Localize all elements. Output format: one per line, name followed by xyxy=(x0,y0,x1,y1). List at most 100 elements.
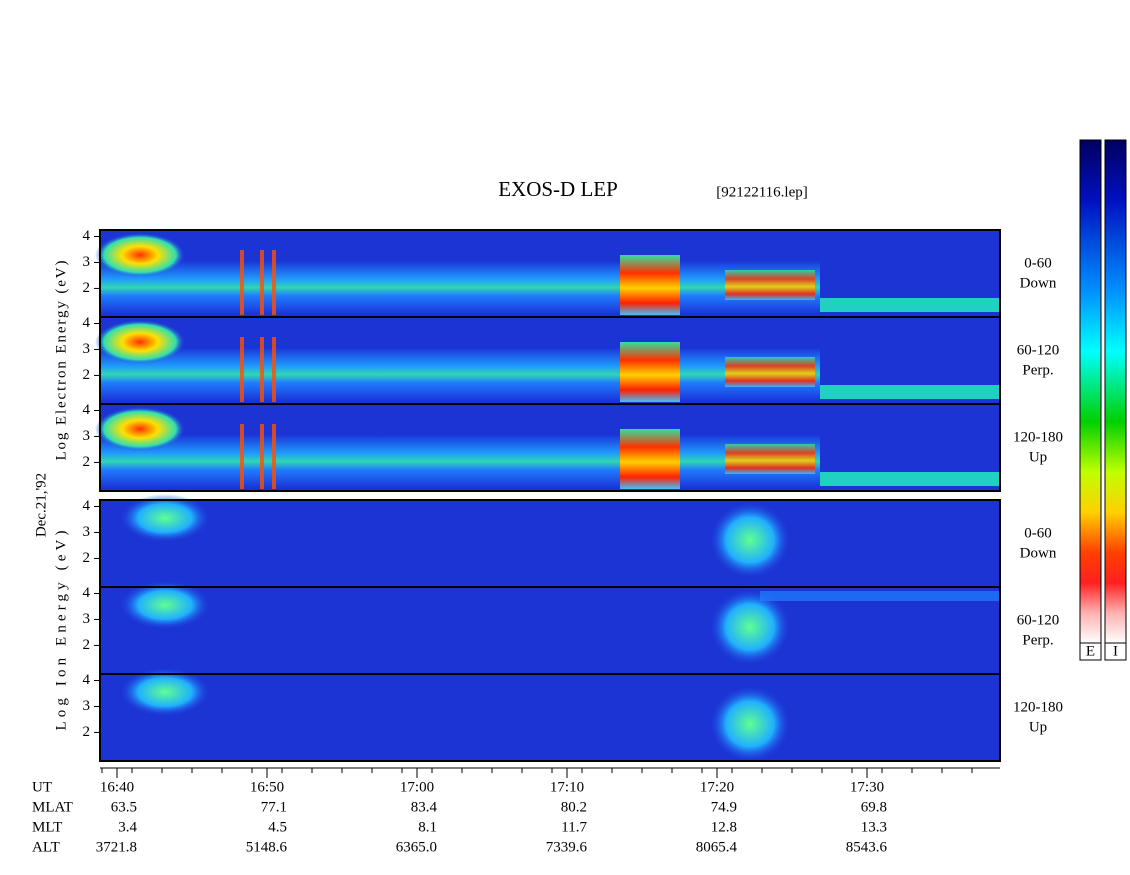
direction-label: Perp. xyxy=(1022,362,1053,378)
spectrogram-streak xyxy=(260,250,264,315)
table-cell: 80.2 xyxy=(561,799,587,815)
x-tick-label: 16:50 xyxy=(250,779,284,795)
table-cell: 8.1 xyxy=(418,819,437,835)
row-label: MLT xyxy=(32,819,62,835)
spectrogram-band xyxy=(820,472,1000,486)
spectrogram-patch xyxy=(710,502,790,578)
y-tick-label: 2 xyxy=(83,724,91,740)
y-axis-label: Log Electron Energy (eV) xyxy=(53,261,69,461)
y-tick-label: 3 xyxy=(83,341,91,357)
pitch-angle-label: 120-180 xyxy=(1013,699,1063,715)
spectrogram-patch xyxy=(620,429,680,489)
y-tick-label: 4 xyxy=(83,672,91,688)
spectrogram-band xyxy=(100,434,820,489)
spectrogram-patch xyxy=(710,589,790,665)
spectrogram-patch xyxy=(725,444,815,474)
y-tick-label: 2 xyxy=(83,550,91,566)
spectrogram-background xyxy=(100,674,1000,761)
spectrogram-band xyxy=(820,298,1000,312)
table-cell: 83.4 xyxy=(411,799,438,815)
spectrogram-band xyxy=(100,260,820,315)
date-label: Dec.21,'92 xyxy=(33,473,49,537)
table-cell: 3.4 xyxy=(118,819,137,835)
pitch-angle-label: 0-60 xyxy=(1024,255,1052,271)
y-tick-label: 4 xyxy=(83,228,91,244)
pitch-angle-label: 60-120 xyxy=(1017,342,1060,358)
chart-title: EXOS-D LEP xyxy=(498,177,618,201)
y-tick-label: 3 xyxy=(83,428,91,444)
direction-label: Up xyxy=(1029,449,1047,465)
table-cell: 7339.6 xyxy=(546,839,588,855)
spectrogram-patch xyxy=(725,357,815,387)
direction-label: Perp. xyxy=(1022,632,1053,648)
y-tick-label: 3 xyxy=(83,524,91,540)
direction-label: Up xyxy=(1029,719,1047,735)
colorbar-label: E xyxy=(1086,643,1095,659)
y-tick-label: 2 xyxy=(83,367,91,383)
spectrogram-patch xyxy=(95,407,185,451)
colorbar-label: I xyxy=(1113,643,1118,659)
table-cell: 11.7 xyxy=(561,819,587,835)
spectrogram-streak xyxy=(272,337,276,402)
file-name: [92122116.lep] xyxy=(716,184,808,200)
table-cell: 6365.0 xyxy=(396,839,437,855)
y-tick-label: 4 xyxy=(83,315,91,331)
y-tick-label: 2 xyxy=(83,637,91,653)
row-label: UT xyxy=(32,779,52,795)
table-cell: 69.8 xyxy=(861,799,887,815)
table-cell: 3721.8 xyxy=(96,839,137,855)
x-tick-label: 17:10 xyxy=(550,779,584,795)
table-cell: 4.5 xyxy=(268,819,287,835)
pitch-angle-label: 120-180 xyxy=(1013,429,1063,445)
spectrogram-band xyxy=(820,385,1000,399)
y-tick-label: 3 xyxy=(83,611,91,627)
spectrogram-background xyxy=(100,500,1000,587)
x-tick-label: 17:30 xyxy=(850,779,884,795)
table-cell: 13.3 xyxy=(861,819,887,835)
spectrogram-streak xyxy=(272,250,276,315)
spectrogram-band xyxy=(760,591,1000,601)
panel-frame xyxy=(99,673,1001,762)
table-cell: 12.8 xyxy=(711,819,737,835)
spectrogram-band xyxy=(100,347,820,402)
table-cell: 77.1 xyxy=(261,799,287,815)
table-cell: 74.9 xyxy=(711,799,737,815)
y-tick-label: 4 xyxy=(83,402,91,418)
spectrogram-patch xyxy=(725,270,815,300)
y-tick-label: 3 xyxy=(83,698,91,714)
colorbar-label-box xyxy=(1079,642,1102,661)
spectrogram-patch xyxy=(120,494,210,542)
spectrogram-streak xyxy=(272,424,276,489)
direction-label: Down xyxy=(1020,545,1057,561)
spectrogram-streak xyxy=(240,424,244,489)
panel-frame xyxy=(99,403,1001,492)
y-tick-label: 4 xyxy=(83,585,91,601)
pitch-angle-label: 0-60 xyxy=(1024,525,1052,541)
pitch-angle-label: 60-120 xyxy=(1017,612,1060,628)
row-label: ALT xyxy=(32,839,60,855)
spectrogram-patch xyxy=(620,342,680,402)
y-tick-label: 2 xyxy=(83,454,91,470)
spectrogram-patch xyxy=(95,233,185,277)
y-tick-label: 2 xyxy=(83,280,91,296)
spectrogram-patch xyxy=(710,686,790,762)
spectrogram-streak xyxy=(260,424,264,489)
y-tick-label: 3 xyxy=(83,254,91,270)
colorbar-label-box xyxy=(1104,642,1127,661)
x-tick-label: 16:40 xyxy=(100,779,134,795)
x-tick-label: 17:00 xyxy=(400,779,434,795)
colorbar xyxy=(1104,139,1127,644)
spectrogram-background xyxy=(100,587,1000,674)
table-cell: 8543.6 xyxy=(846,839,888,855)
spectrogram-streak xyxy=(240,250,244,315)
x-tick-label: 17:20 xyxy=(700,779,734,795)
spectrogram-patch xyxy=(620,255,680,315)
table-cell: 5148.6 xyxy=(246,839,288,855)
table-cell: 8065.4 xyxy=(696,839,738,855)
table-cell: 63.5 xyxy=(111,799,137,815)
row-label: MLAT xyxy=(32,799,73,815)
spectrogram-streak xyxy=(260,337,264,402)
spectrogram-streak xyxy=(240,337,244,402)
direction-label: Down xyxy=(1020,275,1057,291)
